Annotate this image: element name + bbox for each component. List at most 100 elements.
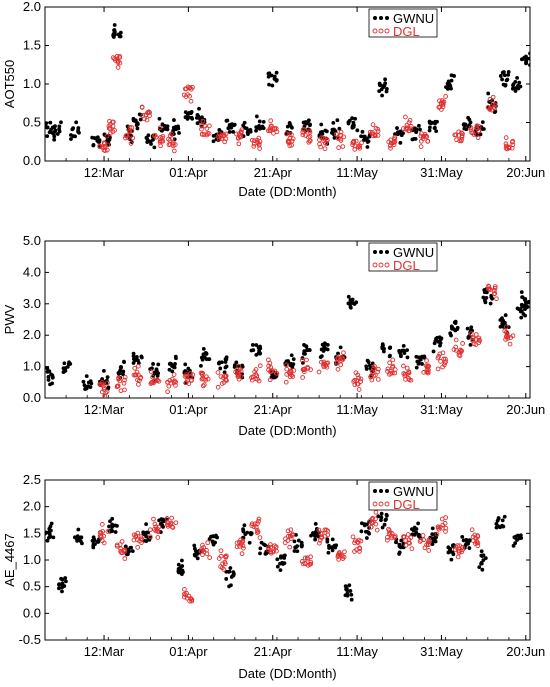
- data-point-gwnu: [183, 115, 188, 120]
- data-point-gwnu: [57, 586, 61, 591]
- data-point-dgl: [219, 132, 224, 138]
- data-point-dgl: [237, 544, 242, 549]
- legend-box: [368, 242, 438, 272]
- data-point-gwnu: [494, 525, 499, 530]
- data-point-gwnu: [243, 532, 248, 537]
- y-tick-label: 0.0: [23, 605, 41, 620]
- data-point-dgl: [407, 118, 413, 123]
- legend-marker: [378, 28, 384, 34]
- data-point-gwnu: [49, 528, 53, 533]
- data-point-dgl: [373, 509, 379, 515]
- data-point-dgl: [471, 132, 477, 137]
- data-point-gwnu: [51, 535, 56, 540]
- data-point-gwnu: [376, 514, 381, 519]
- data-point-dgl: [304, 555, 310, 561]
- data-point-gwnu: [502, 514, 507, 519]
- data-point-gwnu: [349, 592, 354, 597]
- data-point-gwnu: [259, 540, 264, 545]
- data-point-gwnu: [452, 74, 456, 78]
- data-point-dgl: [254, 373, 260, 379]
- data-point-gwnu: [517, 80, 522, 85]
- data-point-dgl: [165, 389, 170, 395]
- data-point-gwnu: [481, 558, 486, 563]
- data-point-dgl: [201, 376, 207, 382]
- data-point-dgl: [440, 350, 446, 356]
- data-point-gwnu: [225, 118, 230, 123]
- data-point-dgl: [112, 128, 117, 133]
- data-point-dgl: [153, 134, 159, 140]
- data-point-gwnu: [518, 307, 523, 312]
- panel-3: -0.5 0.0 0.5 1.0 1.5 2.0 2.5 12:Mar 01:Apr 21:Apr…: [2, 472, 545, 681]
- data-point-dgl: [507, 341, 513, 347]
- data-point-dgl: [284, 362, 289, 368]
- data-point-gwnu: [178, 567, 182, 572]
- data-point-dgl: [182, 594, 187, 600]
- data-point-gwnu: [506, 69, 511, 74]
- data-point-dgl: [215, 384, 221, 390]
- data-point-dgl: [136, 382, 141, 387]
- data-point-dgl: [470, 335, 476, 340]
- data-point-gwnu: [71, 126, 76, 131]
- data-point-dgl: [357, 145, 363, 151]
- data-point-dgl: [97, 530, 103, 535]
- data-point-gwnu: [131, 361, 136, 365]
- data-point-dgl: [268, 542, 273, 547]
- data-point-dgl: [117, 53, 122, 59]
- data-point-dgl: [147, 110, 152, 115]
- data-point-gwnu: [522, 55, 527, 60]
- data-point-gwnu: [325, 539, 330, 544]
- data-point-gwnu: [324, 347, 328, 351]
- data-point-gwnu: [275, 564, 280, 569]
- data-point-dgl: [387, 360, 392, 366]
- data-point-dgl: [460, 341, 465, 346]
- data-point-dgl: [316, 369, 322, 375]
- data-point-dgl: [200, 383, 206, 389]
- data-point-gwnu: [469, 325, 474, 330]
- y-tick-label: 2.5: [23, 472, 41, 487]
- data-point-gwnu: [226, 126, 231, 131]
- data-point-dgl: [97, 381, 103, 387]
- data-point-gwnu: [220, 360, 224, 365]
- data-point-dgl: [102, 393, 108, 398]
- data-point-gwnu: [381, 85, 386, 90]
- data-point-dgl: [490, 94, 496, 100]
- data-point-gwnu: [258, 546, 263, 551]
- x-tick-label: 20:Jun: [506, 644, 545, 659]
- data-point-dgl: [468, 125, 474, 131]
- data-point-gwnu: [135, 122, 140, 126]
- data-point-dgl: [234, 131, 239, 137]
- data-point-gwnu: [211, 139, 216, 144]
- data-point-gwnu: [500, 77, 504, 82]
- data-point-dgl: [287, 544, 293, 550]
- data-point-gwnu: [125, 124, 130, 129]
- data-point-gwnu: [451, 552, 456, 557]
- data-point-dgl: [148, 369, 154, 374]
- data-point-gwnu: [112, 30, 117, 34]
- data-point-dgl: [356, 387, 362, 392]
- data-point-dgl: [253, 376, 259, 382]
- data-point-gwnu: [291, 362, 296, 367]
- y-tick-label: 5.0: [23, 233, 41, 248]
- data-point-dgl: [289, 132, 294, 137]
- data-point-dgl: [437, 524, 443, 530]
- data-point-dgl: [371, 373, 377, 379]
- data-point-gwnu: [47, 535, 51, 540]
- data-point-gwnu: [452, 320, 457, 325]
- data-point-gwnu: [365, 140, 370, 144]
- data-point-gwnu: [134, 354, 139, 359]
- data-point-gwnu: [468, 342, 473, 347]
- data-point-dgl: [238, 368, 244, 374]
- data-point-dgl: [204, 374, 209, 380]
- data-point-gwnu: [294, 532, 298, 537]
- data-point-gwnu: [362, 138, 366, 142]
- data-point-gwnu: [74, 120, 79, 125]
- data-point-gwnu: [446, 79, 451, 84]
- data-point-gwnu: [447, 549, 452, 554]
- data-point-gwnu: [362, 134, 367, 139]
- legend-marker: [379, 16, 383, 20]
- data-point-dgl: [223, 554, 229, 560]
- data-point-gwnu: [274, 78, 279, 83]
- data-point-dgl: [205, 540, 211, 546]
